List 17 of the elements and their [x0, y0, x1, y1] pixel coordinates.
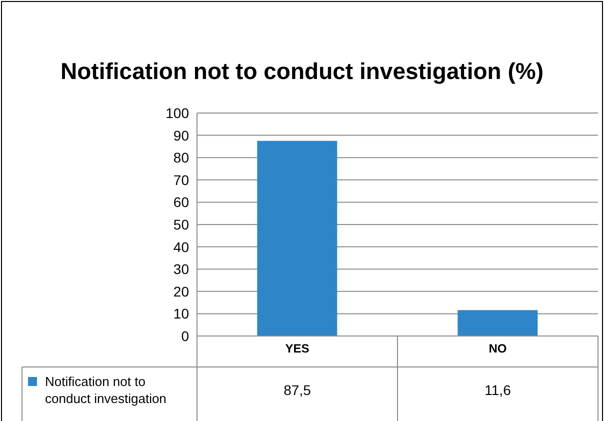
y-tick-label: 70	[173, 172, 190, 188]
y-tick-label: 0	[181, 328, 190, 344]
y-tick-label: 30	[173, 261, 190, 278]
y-tick-label: 50	[173, 216, 190, 232]
chart-title: Notification not to conduct investigation (%)	[60, 58, 544, 85]
y-tick-label: 10	[173, 306, 190, 322]
y-tick-label: 20	[173, 283, 190, 300]
y-tick-label: 100	[166, 104, 190, 121]
y-tick-label: 60	[173, 194, 190, 210]
y-tick-label: 80	[173, 150, 190, 166]
y-tick-label: 90	[173, 127, 190, 144]
data-label: 11,6	[484, 382, 512, 398]
data-label: 87,5	[284, 382, 312, 398]
y-tick-label: 40	[173, 238, 190, 255]
x-tick-label: NO	[488, 342, 507, 356]
legend-label: Notification not to conduct investigation	[45, 373, 168, 407]
x-tick-label: YES	[285, 342, 310, 356]
